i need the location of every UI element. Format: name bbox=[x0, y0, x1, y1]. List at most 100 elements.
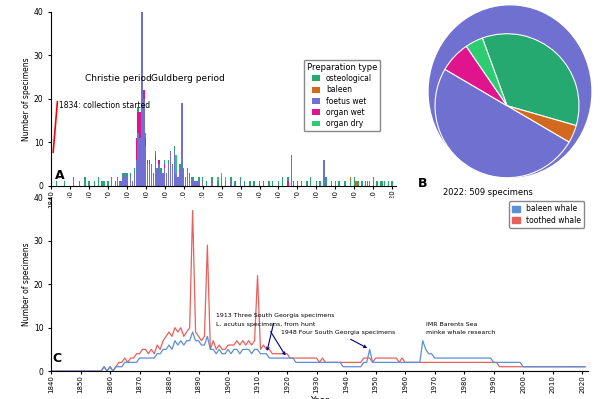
Bar bbox=[338, 181, 340, 186]
Bar bbox=[355, 181, 357, 186]
Bar bbox=[272, 181, 274, 186]
toothed whale bbox=[227, 343, 235, 348]
Bar bbox=[173, 151, 175, 186]
Bar bbox=[173, 146, 175, 151]
Bar bbox=[147, 164, 148, 186]
Bar bbox=[111, 177, 112, 181]
Bar bbox=[130, 172, 131, 177]
toothed whale bbox=[392, 356, 400, 360]
Bar bbox=[155, 151, 156, 155]
Bar bbox=[291, 160, 292, 186]
Bar bbox=[137, 107, 139, 112]
Bar bbox=[124, 172, 125, 186]
Bar bbox=[145, 138, 146, 146]
Bar bbox=[141, 0, 143, 3]
Bar bbox=[217, 181, 218, 186]
Bar bbox=[250, 181, 251, 186]
Bar bbox=[166, 172, 167, 186]
Bar bbox=[211, 177, 213, 181]
Bar bbox=[139, 112, 141, 138]
Bar bbox=[373, 177, 374, 181]
baleen whale bbox=[266, 356, 273, 360]
Bar bbox=[101, 181, 103, 186]
Bar bbox=[183, 172, 184, 186]
Bar bbox=[143, 99, 145, 186]
baleen whale bbox=[319, 360, 326, 365]
Bar bbox=[287, 181, 289, 186]
Bar bbox=[253, 181, 254, 186]
Text: 1948 Four South Georgia specimens: 1948 Four South Georgia specimens bbox=[281, 330, 395, 348]
Bar bbox=[319, 181, 321, 186]
Bar bbox=[301, 181, 302, 186]
Wedge shape bbox=[435, 69, 569, 178]
toothed whale bbox=[189, 208, 196, 213]
Bar bbox=[164, 160, 166, 164]
Bar bbox=[141, 3, 143, 12]
Bar bbox=[217, 177, 218, 181]
Text: 1913 Three South Georgia specimens: 1913 Three South Georgia specimens bbox=[216, 313, 335, 350]
Wedge shape bbox=[445, 46, 507, 106]
Bar bbox=[293, 181, 295, 186]
Wedge shape bbox=[482, 34, 579, 126]
Bar bbox=[132, 181, 133, 186]
Line: toothed whale: toothed whale bbox=[51, 211, 585, 371]
Bar bbox=[152, 172, 154, 186]
toothed whale bbox=[47, 369, 55, 373]
Bar bbox=[240, 177, 241, 181]
Text: IMR Barents Sea: IMR Barents Sea bbox=[426, 322, 477, 326]
Bar bbox=[172, 164, 173, 186]
Bar bbox=[143, 90, 145, 99]
baleen whale bbox=[227, 351, 235, 356]
Bar bbox=[335, 181, 336, 186]
Bar bbox=[88, 181, 89, 186]
Y-axis label: Number of specimens: Number of specimens bbox=[22, 57, 31, 140]
Bar bbox=[211, 181, 213, 186]
Bar bbox=[155, 160, 156, 186]
Bar bbox=[64, 181, 65, 186]
Bar bbox=[137, 112, 139, 134]
Wedge shape bbox=[466, 38, 507, 106]
Bar bbox=[230, 181, 232, 186]
Bar bbox=[181, 103, 182, 186]
Bar bbox=[191, 177, 192, 186]
Bar bbox=[198, 181, 200, 186]
Circle shape bbox=[430, 6, 590, 177]
Bar bbox=[187, 168, 188, 172]
Bar bbox=[145, 133, 146, 138]
Bar bbox=[230, 177, 232, 181]
Bar bbox=[306, 181, 308, 186]
Bar bbox=[175, 155, 177, 172]
Bar bbox=[350, 177, 351, 181]
Bar bbox=[111, 181, 112, 186]
Bar bbox=[297, 181, 298, 186]
Bar bbox=[179, 168, 181, 186]
Bar bbox=[278, 181, 279, 186]
Bar bbox=[221, 172, 223, 177]
Text: 2022: 509 specimens: 2022: 509 specimens bbox=[443, 188, 533, 198]
Text: L. acutus specimens, from hunt: L. acutus specimens, from hunt bbox=[216, 322, 316, 355]
Bar bbox=[170, 151, 171, 186]
Bar bbox=[158, 164, 160, 186]
Bar bbox=[365, 181, 367, 186]
Bar bbox=[103, 181, 105, 186]
Bar bbox=[350, 181, 351, 186]
Bar bbox=[224, 181, 226, 186]
Bar bbox=[384, 181, 385, 186]
Bar bbox=[151, 168, 152, 186]
toothed whale bbox=[316, 360, 323, 365]
Text: Christie period: Christie period bbox=[85, 74, 152, 83]
baleen whale bbox=[316, 360, 323, 365]
Bar bbox=[193, 177, 194, 181]
Text: 1834: collection started: 1834: collection started bbox=[59, 101, 150, 110]
Bar bbox=[149, 164, 150, 186]
Bar bbox=[162, 172, 164, 186]
Bar bbox=[160, 168, 161, 172]
Bar bbox=[259, 181, 260, 186]
Bar bbox=[316, 181, 317, 186]
Bar bbox=[136, 138, 137, 160]
Bar bbox=[391, 181, 393, 186]
Bar bbox=[147, 160, 148, 164]
Bar bbox=[206, 181, 207, 186]
Bar bbox=[98, 177, 99, 186]
Bar bbox=[116, 177, 118, 186]
